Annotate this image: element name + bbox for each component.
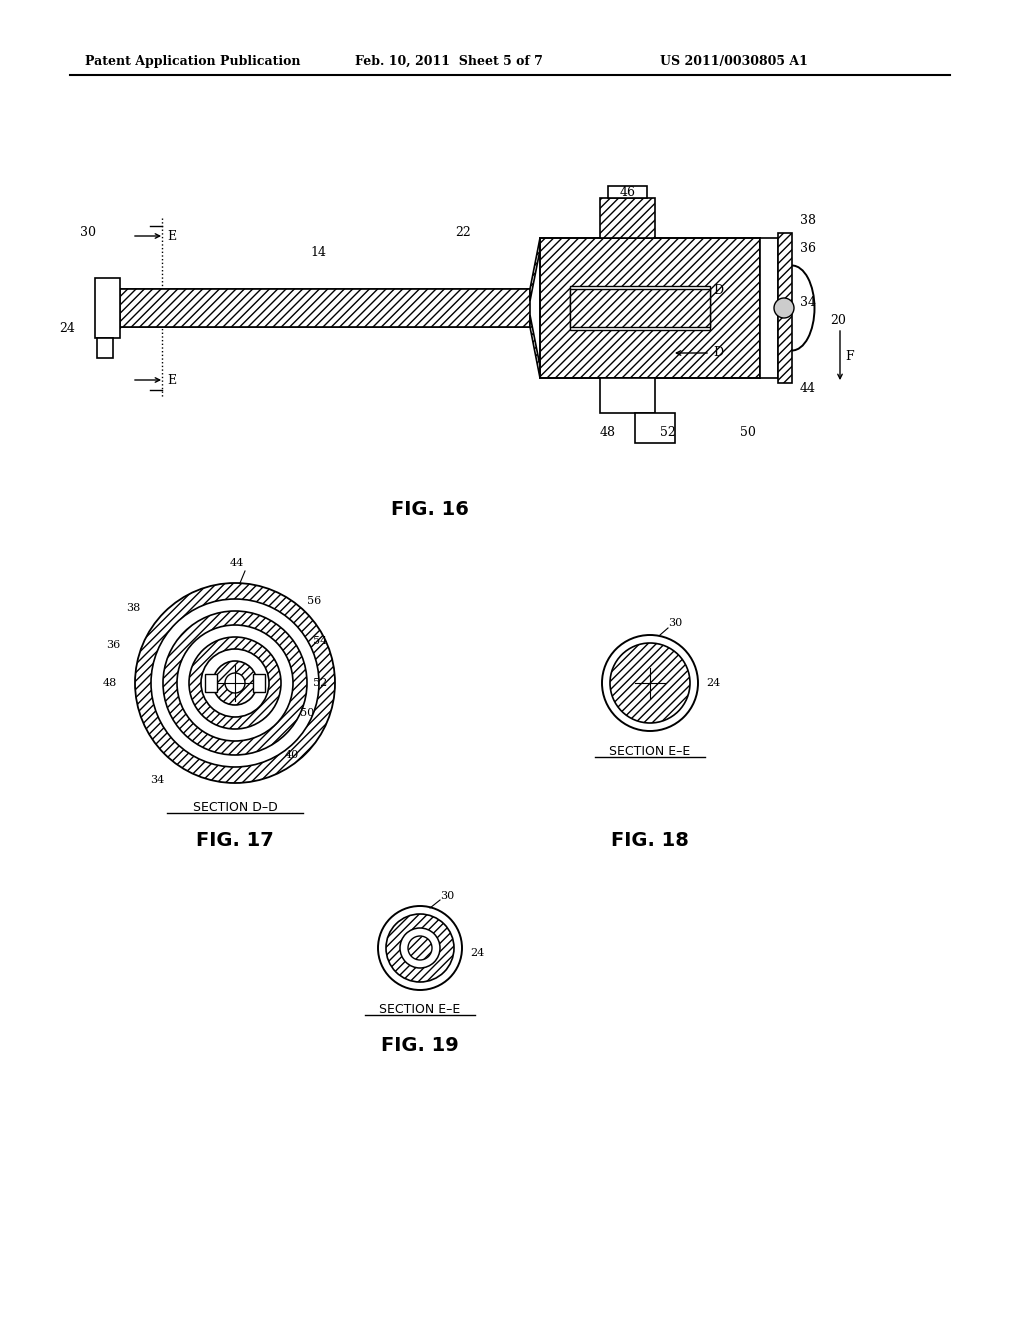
Text: 24: 24	[59, 322, 75, 334]
Text: FIG. 17: FIG. 17	[197, 832, 273, 850]
Text: 38: 38	[800, 214, 816, 227]
Text: 44: 44	[800, 381, 816, 395]
Text: 56: 56	[307, 597, 322, 606]
Text: E: E	[167, 230, 176, 243]
Circle shape	[151, 599, 319, 767]
Bar	[570, 286, 710, 330]
Text: 30: 30	[440, 891, 455, 902]
Circle shape	[163, 611, 307, 755]
Text: 50: 50	[300, 708, 314, 718]
Text: Patent Application Publication: Patent Application Publication	[85, 55, 300, 69]
Bar	[95, 279, 120, 338]
Circle shape	[400, 928, 440, 968]
Text: E: E	[167, 374, 176, 387]
Text: Feb. 10, 2011  Sheet 5 of 7: Feb. 10, 2011 Sheet 5 of 7	[355, 55, 543, 69]
Text: 36: 36	[105, 640, 120, 649]
Bar	[778, 234, 792, 383]
Text: D: D	[713, 284, 723, 297]
Text: 38: 38	[126, 603, 140, 612]
Text: 14: 14	[310, 247, 326, 260]
Circle shape	[177, 624, 293, 741]
Circle shape	[201, 649, 269, 717]
Circle shape	[378, 906, 462, 990]
Text: 54: 54	[313, 636, 328, 645]
Text: 50: 50	[740, 426, 756, 440]
Text: 48: 48	[102, 678, 117, 688]
Ellipse shape	[769, 265, 814, 351]
Text: SECTION D–D: SECTION D–D	[193, 801, 278, 814]
Text: 20: 20	[830, 314, 846, 326]
Text: 46: 46	[620, 186, 636, 199]
Text: 52: 52	[313, 678, 328, 688]
Bar	[570, 289, 710, 327]
Text: 22: 22	[455, 227, 471, 239]
Text: D: D	[713, 346, 723, 359]
Bar	[97, 338, 113, 358]
Text: 52: 52	[660, 426, 676, 440]
Polygon shape	[530, 315, 540, 378]
Bar	[205, 675, 217, 692]
Circle shape	[135, 583, 335, 783]
Bar	[760, 286, 778, 330]
Polygon shape	[530, 238, 540, 301]
Text: 44: 44	[230, 558, 245, 568]
Circle shape	[225, 673, 245, 693]
Text: 34: 34	[150, 775, 164, 785]
Text: FIG. 16: FIG. 16	[391, 500, 469, 519]
Bar	[253, 675, 265, 692]
Bar	[608, 186, 647, 198]
Text: 40: 40	[285, 750, 299, 760]
Bar	[120, 289, 530, 327]
Bar	[600, 378, 655, 413]
Bar	[600, 198, 655, 238]
Text: 24: 24	[470, 948, 484, 958]
Text: 34: 34	[800, 297, 816, 309]
Circle shape	[213, 661, 257, 705]
Text: SECTION E–E: SECTION E–E	[609, 744, 690, 758]
Circle shape	[602, 635, 698, 731]
Text: 48: 48	[600, 426, 616, 440]
Bar	[760, 238, 778, 378]
Text: US 2011/0030805 A1: US 2011/0030805 A1	[660, 55, 808, 69]
Circle shape	[408, 936, 432, 960]
Circle shape	[610, 643, 690, 723]
Text: 24: 24	[706, 678, 720, 688]
Text: FIG. 19: FIG. 19	[381, 1036, 459, 1055]
Text: 36: 36	[800, 242, 816, 255]
Text: 30: 30	[80, 227, 96, 239]
Circle shape	[774, 298, 794, 318]
Circle shape	[386, 913, 454, 982]
Circle shape	[189, 638, 281, 729]
Text: FIG. 18: FIG. 18	[611, 832, 689, 850]
Bar	[540, 238, 760, 378]
Text: 30: 30	[668, 618, 682, 628]
Text: F: F	[845, 350, 854, 363]
Text: SECTION E–E: SECTION E–E	[379, 1003, 461, 1016]
Bar	[635, 413, 675, 444]
